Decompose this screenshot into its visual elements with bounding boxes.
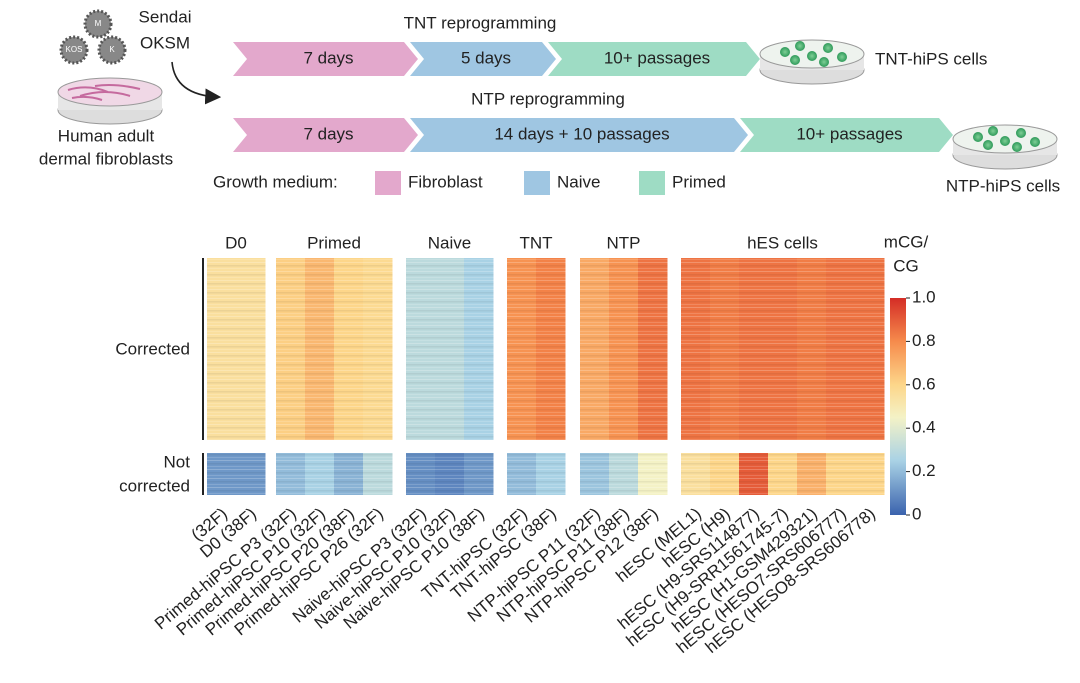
cell-texture [406, 453, 436, 495]
legend-swatch [639, 171, 665, 195]
virus-text: Sendai [139, 7, 192, 26]
source-label: dermal fibroblasts [39, 149, 173, 168]
cell-texture [768, 453, 798, 495]
step-label: 7 days [303, 48, 353, 67]
cell-texture [305, 453, 335, 495]
cell-texture [638, 258, 668, 440]
group-label: NTP [607, 233, 641, 252]
row-title: NTP reprogramming [471, 89, 625, 108]
step-arrow [410, 42, 556, 76]
virus-label: K [109, 45, 115, 54]
virus-label: M [95, 19, 102, 28]
cell-texture [768, 258, 798, 440]
colorbar-title: CG [893, 256, 919, 275]
cell-texture [638, 453, 668, 495]
cell-texture [580, 453, 610, 495]
cell-texture [363, 453, 393, 495]
group-label: Primed [307, 233, 361, 252]
cell-texture [609, 453, 639, 495]
legend-swatch [524, 171, 550, 195]
step-label: 7 days [303, 124, 353, 143]
virus-text: OKSM [140, 33, 190, 52]
colorbar [890, 298, 906, 515]
virus [97, 35, 127, 65]
legend-label: Naive [557, 172, 600, 191]
cell-texture [536, 258, 566, 440]
step-label: 5 days [461, 48, 511, 67]
colorbar-tick-label: 0 [912, 504, 921, 523]
virus [59, 35, 89, 65]
cell-texture [710, 258, 740, 440]
step-label: 14 days + 10 passages [494, 124, 669, 143]
cell-texture [681, 453, 711, 495]
group-label: Naive [428, 233, 471, 252]
source-label: Human adult [58, 126, 155, 145]
cell-texture [681, 258, 711, 440]
cell-texture [580, 258, 610, 440]
cell-texture [507, 258, 537, 440]
cell-texture [305, 258, 335, 440]
cell-texture [207, 453, 237, 495]
step-arrow [740, 118, 953, 152]
result-label: NTP-hiPS cells [946, 176, 1060, 195]
cell-texture [334, 453, 364, 495]
row-label: Corrected [115, 339, 190, 358]
group-label: D0 [225, 233, 247, 252]
cell-texture [464, 258, 494, 440]
row-label: Not [164, 452, 191, 471]
colorbar-tick-label: 0.4 [912, 418, 936, 437]
cell-texture [236, 258, 266, 440]
cell-texture [276, 258, 306, 440]
tnt-dish [759, 39, 865, 85]
cell-texture [236, 453, 266, 495]
cell-texture [739, 453, 769, 495]
step-label: 10+ passages [796, 124, 902, 143]
cell-texture [855, 258, 885, 440]
colorbar-title: mCG/ [884, 232, 929, 251]
cell-texture [276, 453, 306, 495]
legend-title: Growth medium: [213, 172, 338, 191]
cell-texture [710, 453, 740, 495]
cell-texture [406, 258, 436, 440]
colorbar-tick-label: 0.8 [912, 331, 936, 350]
group-label: hES cells [747, 233, 818, 252]
cell-texture [797, 453, 827, 495]
legend-label: Primed [672, 172, 726, 191]
row-title: TNT reprogramming [404, 13, 557, 32]
step-arrow [233, 42, 418, 76]
colorbar-tick-label: 0.2 [912, 461, 936, 480]
cell-texture [797, 258, 827, 440]
fibroblast-dish [57, 77, 163, 125]
cell-texture [363, 258, 393, 440]
arrow [171, 61, 222, 105]
cell-texture [826, 258, 856, 440]
cell-texture [435, 258, 465, 440]
cell-texture [435, 453, 465, 495]
cell-texture [464, 453, 494, 495]
step-arrow [548, 42, 760, 76]
result-label: TNT-hiPS cells [875, 49, 987, 68]
virus [83, 9, 113, 39]
virus-label: KOS [66, 45, 83, 54]
group-label: TNT [519, 233, 552, 252]
cell-texture [207, 258, 237, 440]
cell-texture [826, 453, 856, 495]
cell-texture [609, 258, 639, 440]
step-arrow [410, 118, 748, 152]
cell-texture [536, 453, 566, 495]
ntp-dish [952, 124, 1058, 170]
colorbar-tick-label: 0.6 [912, 374, 936, 393]
colorbar-tick-label: 1.0 [912, 287, 936, 306]
cell-texture [855, 453, 885, 495]
legend-swatch [375, 171, 401, 195]
step-arrow [233, 118, 418, 152]
step-label: 10+ passages [604, 48, 710, 67]
cell-texture [739, 258, 769, 440]
cell-texture [334, 258, 364, 440]
cell-texture [507, 453, 537, 495]
legend-label: Fibroblast [408, 172, 483, 191]
row-label: corrected [119, 476, 190, 495]
